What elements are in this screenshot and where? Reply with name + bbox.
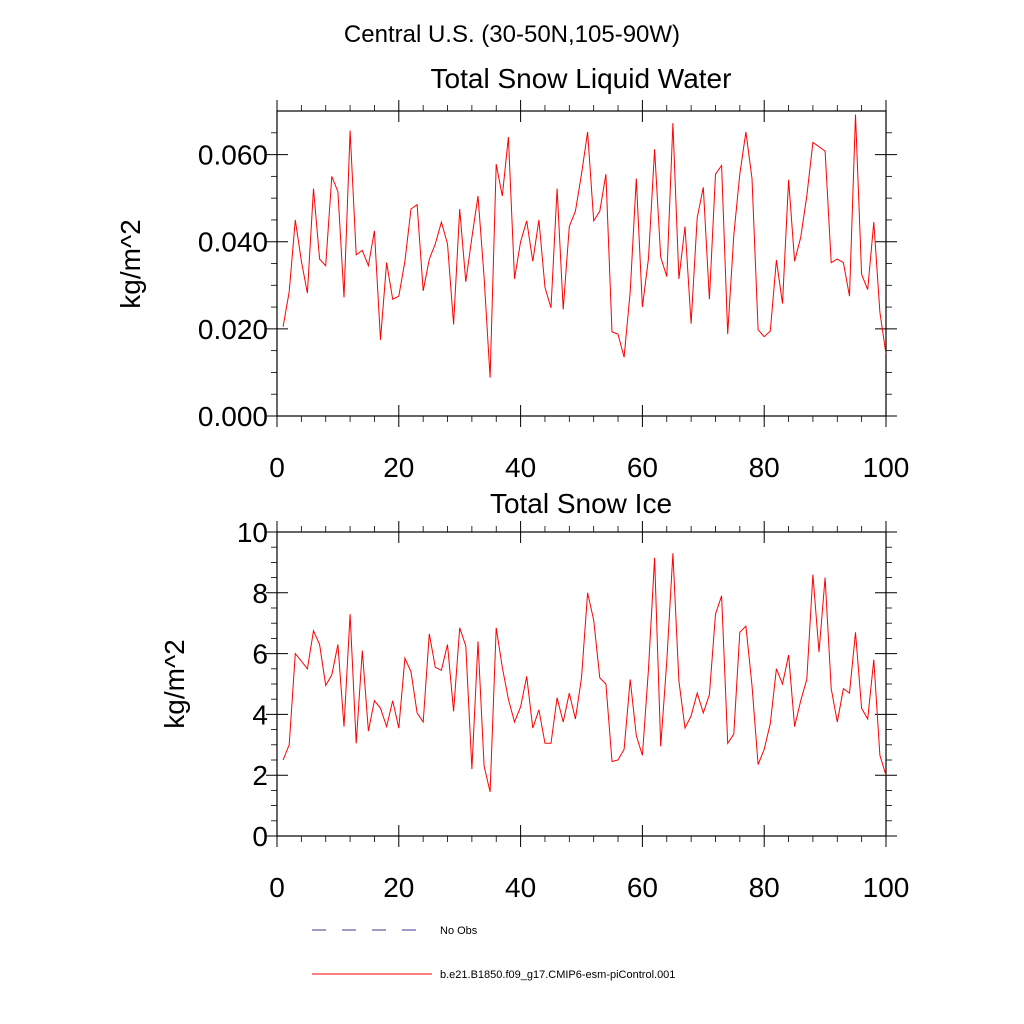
x-tick-label: 0 — [269, 452, 285, 483]
y-axis-label: kg/m^2 — [159, 639, 190, 728]
y-tick-label: 0 — [252, 821, 268, 852]
x-tick-label: 80 — [749, 872, 780, 903]
panel-snow-ice: Total Snow Ice kg/m^2 0 20 40 60 80 100 0 2 4 6 8 1… — [159, 488, 909, 903]
panel-title: Total Snow Liquid Water — [431, 63, 732, 94]
x-tick-label: 60 — [627, 872, 658, 903]
y-tick-label: 10 — [237, 517, 268, 548]
x-tick-label: 60 — [627, 452, 658, 483]
y-axis-label: kg/m^2 — [115, 219, 146, 308]
y-tick-label: 0.020 — [198, 314, 268, 345]
panel-snow-liquid-water: Total Snow Liquid Water kg/m^2 0 20 40 60 80… — [115, 63, 909, 483]
panel-title: Total Snow Ice — [490, 488, 672, 519]
legend-label-no-obs: No Obs — [440, 925, 478, 937]
plot-frame — [276, 531, 887, 837]
x-tick-label: 40 — [505, 452, 536, 483]
figure-title: Central U.S. (30-50N,105-90W) — [344, 21, 680, 48]
legend-label-model-run: b.e21.B1850.f09_g17.CMIP6-esm-piControl.… — [440, 969, 675, 981]
y-tick-label: 4 — [252, 699, 268, 730]
x-tick-label: 40 — [505, 872, 536, 903]
y-tick-label: 2 — [252, 760, 268, 791]
y-tick-label: 6 — [252, 639, 268, 670]
series-line — [282, 553, 887, 793]
x-tick-label: 20 — [383, 452, 414, 483]
series-line — [282, 114, 887, 378]
x-tick-label: 100 — [863, 452, 910, 483]
x-tick-label: 20 — [383, 872, 414, 903]
y-tick-label: 0.060 — [198, 140, 268, 171]
x-tick-label: 80 — [749, 452, 780, 483]
y-tick-label: 8 — [252, 578, 268, 609]
legend: No Obs b.e21.B1850.f09_g17.CMIP6-esm-piC… — [312, 925, 675, 981]
y-tick-label: 0.040 — [198, 227, 268, 258]
x-tick-label: 100 — [863, 872, 910, 903]
y-tick-label: 0.000 — [198, 401, 268, 432]
x-tick-label: 0 — [269, 872, 285, 903]
